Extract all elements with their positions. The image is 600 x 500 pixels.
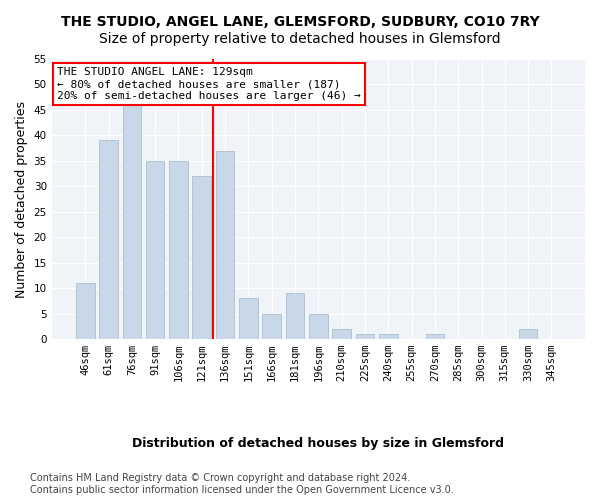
- Bar: [519, 329, 538, 339]
- Bar: [146, 161, 164, 339]
- Text: THE STUDIO, ANGEL LANE, GLEMSFORD, SUDBURY, CO10 7RY: THE STUDIO, ANGEL LANE, GLEMSFORD, SUDBU…: [61, 15, 539, 29]
- Bar: [193, 176, 211, 339]
- X-axis label: Distribution of detached houses by size in Glemsford: Distribution of detached houses by size …: [133, 437, 505, 450]
- Bar: [99, 140, 118, 339]
- Bar: [216, 150, 235, 339]
- Bar: [122, 105, 141, 339]
- Text: THE STUDIO ANGEL LANE: 129sqm
← 80% of detached houses are smaller (187)
20% of : THE STUDIO ANGEL LANE: 129sqm ← 80% of d…: [57, 68, 361, 100]
- Bar: [76, 283, 95, 339]
- Bar: [239, 298, 258, 339]
- Text: Contains HM Land Registry data © Crown copyright and database right 2024.
Contai: Contains HM Land Registry data © Crown c…: [30, 474, 454, 495]
- Text: Size of property relative to detached houses in Glemsford: Size of property relative to detached ho…: [99, 32, 501, 46]
- Bar: [356, 334, 374, 339]
- Bar: [262, 314, 281, 339]
- Bar: [379, 334, 398, 339]
- Bar: [169, 161, 188, 339]
- Bar: [332, 329, 351, 339]
- Bar: [309, 314, 328, 339]
- Bar: [425, 334, 444, 339]
- Bar: [286, 294, 304, 339]
- Y-axis label: Number of detached properties: Number of detached properties: [15, 100, 28, 298]
